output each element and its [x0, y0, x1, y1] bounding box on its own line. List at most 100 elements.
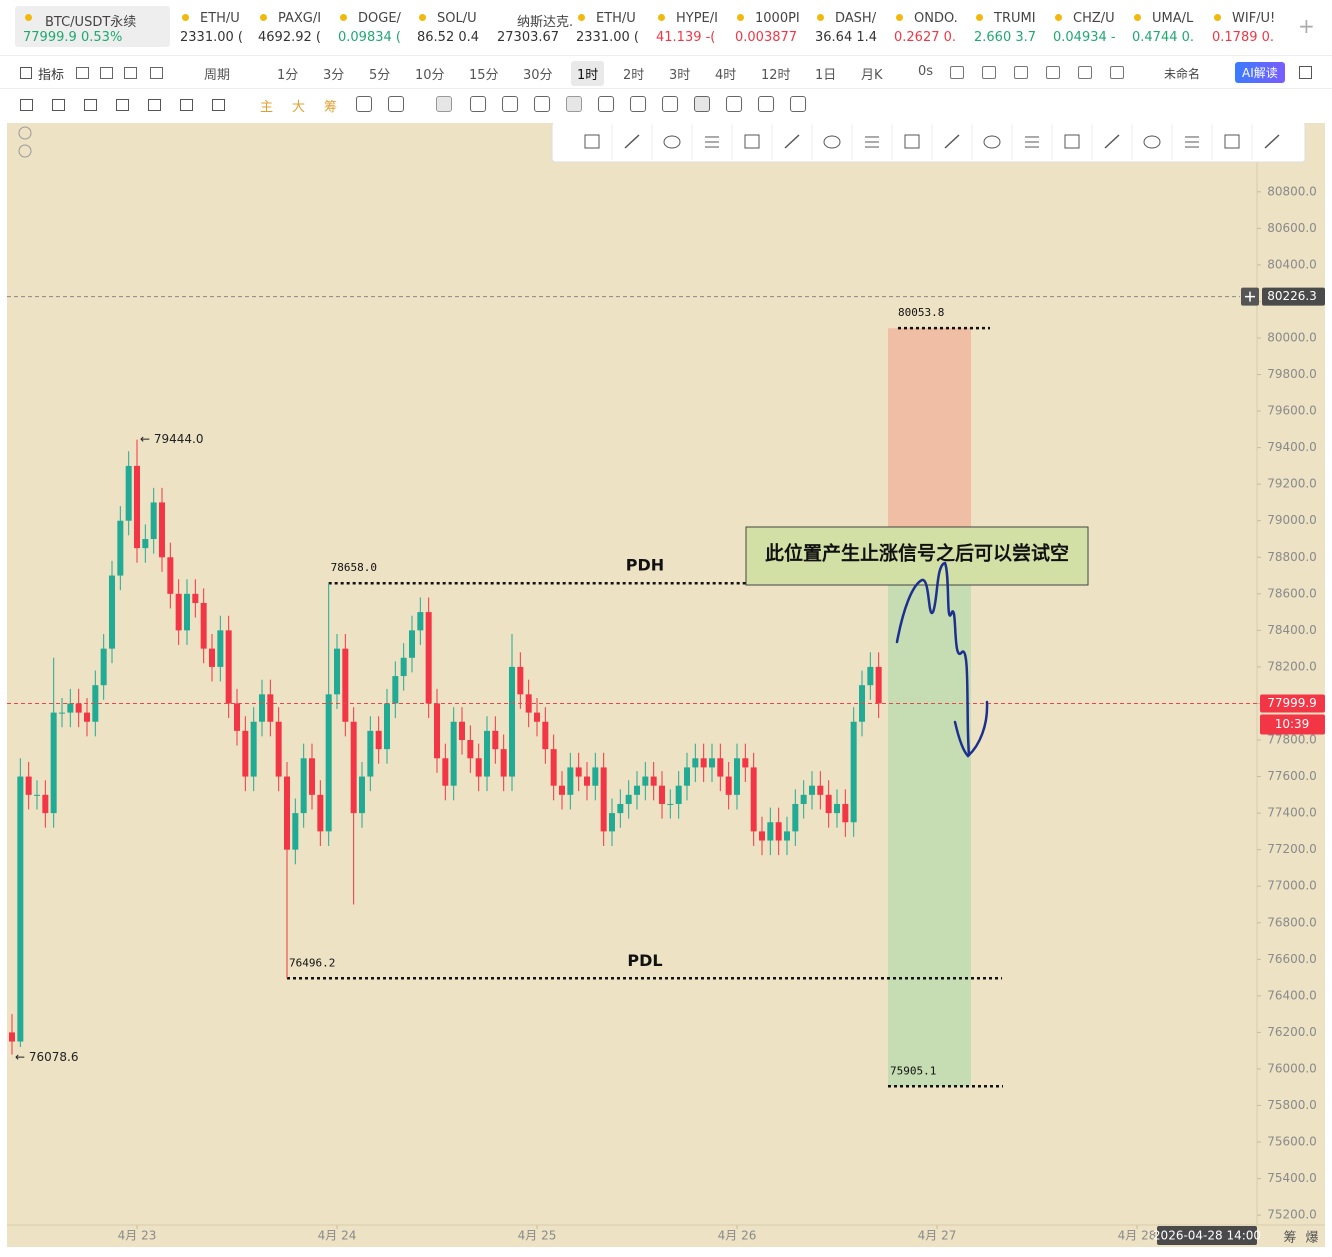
ticker[interactable]: SOL/U 86.52 0.4	[417, 6, 493, 47]
draw-tool[interactable]	[662, 96, 678, 112]
candle-body	[292, 813, 299, 850]
interval-button[interactable]: 1时	[571, 61, 605, 86]
ticker-quote: 41.139 -(	[656, 30, 716, 45]
interval-button[interactable]: 30分	[523, 68, 553, 83]
main-chart-toggle[interactable]: 主	[260, 100, 274, 115]
tool-icon	[983, 135, 1001, 149]
draw-tool[interactable]	[726, 96, 742, 112]
toolbar-icon[interactable]	[124, 67, 137, 79]
interval-button[interactable]: 1分	[277, 68, 299, 83]
toolbar-icon[interactable]	[950, 66, 964, 79]
indicators-button[interactable]: 指标	[38, 68, 65, 83]
layout-name[interactable]: 未命名	[1164, 67, 1201, 81]
draw-tool[interactable]	[502, 96, 518, 112]
interval-button[interactable]: 15分	[469, 68, 499, 83]
add-ticker[interactable]: +	[1298, 14, 1315, 38]
ticker[interactable]: UMA/L 0.4744 0.	[1132, 6, 1208, 47]
draw-tool[interactable]	[436, 96, 452, 112]
ticker-symbol: CHZ/U	[1073, 11, 1115, 26]
ticker[interactable]: WIF/U! 0.1789 0.	[1212, 6, 1288, 47]
interval-button[interactable]: 月K	[861, 68, 883, 83]
candle-body	[250, 721, 257, 777]
interval-button[interactable]: 12时	[761, 68, 791, 83]
ticker[interactable]: CHZ/U 0.04934 -	[1053, 6, 1129, 47]
interval-button[interactable]: 3分	[323, 68, 345, 83]
share-icon[interactable]	[1299, 66, 1312, 79]
toolbar-icon[interactable]	[1014, 66, 1028, 79]
toolbar-icon[interactable]	[1110, 66, 1124, 79]
toolbar-icon[interactable]	[1046, 66, 1060, 79]
draw-tool[interactable]	[566, 96, 582, 112]
period-button[interactable]: 周期	[204, 68, 231, 83]
candle-body	[367, 730, 374, 777]
draw-tool[interactable]	[84, 99, 97, 111]
candle-body	[467, 740, 474, 759]
candle-body	[517, 666, 524, 695]
ticker[interactable]: PAXG/I 4692.92 (	[258, 6, 334, 47]
interval-button[interactable]: 10分	[415, 68, 445, 83]
crosshair-time-label: 2026-04-28 14:00	[1153, 1229, 1261, 1243]
ticker-icon	[817, 14, 824, 21]
toolbar-icon[interactable]	[150, 67, 163, 79]
candle-body	[375, 730, 382, 750]
candle-body	[275, 721, 282, 777]
ticker[interactable]: 1000PI 0.003877	[735, 6, 811, 47]
draw-tool[interactable]	[212, 99, 225, 111]
toolbar-icon[interactable]	[982, 66, 996, 79]
ticker[interactable]: DOGE/0.09834 (	[338, 6, 414, 47]
interval-button[interactable]: 1日	[815, 68, 837, 83]
ticker-quote: 0.003877	[735, 30, 798, 45]
tool-icon	[944, 134, 960, 149]
ticker-symbol: BTC/USDT永续	[45, 15, 137, 30]
ticker[interactable]: ETH/U 2331.00 (	[576, 6, 652, 47]
candle-body	[484, 730, 490, 777]
draw-tool[interactable]	[148, 99, 161, 111]
candle-body	[317, 794, 324, 832]
draw-tool[interactable]	[52, 99, 65, 111]
ticker[interactable]: HYPE/I 41.139 -(	[656, 6, 732, 47]
draw-tool[interactable]	[758, 96, 774, 112]
ticker[interactable]: 纳斯达克...27303.67	[497, 6, 573, 47]
draw-tool[interactable]	[470, 96, 486, 112]
draw-tool[interactable]	[180, 99, 193, 111]
interval-button[interactable]: 5分	[369, 68, 391, 83]
candle-body	[717, 758, 724, 777]
candle-body	[867, 666, 874, 686]
candle-body	[109, 575, 115, 649]
big-order-toggle[interactable]: 大	[292, 100, 306, 115]
ticker[interactable]: TRUMI 2.660 3.7	[974, 6, 1050, 47]
candle-body	[117, 520, 124, 576]
collapse-button[interactable]	[18, 126, 32, 140]
y-tick-label: 76000.0	[1267, 1061, 1317, 1075]
ticker-quote: 36.64 1.4	[815, 30, 878, 45]
draw-tool[interactable]	[790, 96, 806, 112]
chips-toggle[interactable]: 筹	[324, 100, 338, 115]
draw-tool[interactable]	[694, 96, 710, 112]
ticker[interactable]: ETH/U 2331.00 (	[180, 6, 256, 47]
interval-button[interactable]: 4时	[715, 68, 737, 83]
draw-tool[interactable]	[388, 96, 404, 112]
interval-button[interactable]: 3时	[669, 68, 691, 83]
draw-tool[interactable]	[356, 96, 372, 112]
candle-body	[509, 666, 515, 777]
candle-body	[9, 1032, 15, 1042]
draw-tool[interactable]	[598, 96, 614, 112]
ticker[interactable]: BTC/USDT永续 77999.9 0.53%	[15, 6, 170, 47]
draw-tool[interactable]	[20, 99, 33, 111]
toolbar-icon[interactable]	[76, 67, 89, 79]
collapse-button[interactable]	[18, 144, 32, 158]
candle-body	[709, 758, 715, 768]
interval-button[interactable]: 2时	[623, 68, 645, 83]
y-tick-label: 78800.0	[1267, 550, 1317, 564]
candle-body	[792, 803, 799, 832]
ai-button[interactable]: AI解读	[1235, 62, 1285, 83]
toolbar-icon[interactable]	[100, 67, 113, 79]
draw-tool[interactable]	[116, 99, 129, 111]
draw-tool[interactable]	[630, 96, 646, 112]
ticker[interactable]: ONDO. 0.2627 0.	[894, 6, 970, 47]
candle-body	[300, 758, 307, 814]
ticker[interactable]: DASH/36.64 1.4	[815, 6, 891, 47]
draw-tool[interactable]	[534, 96, 550, 112]
toolbar-icon[interactable]	[1078, 66, 1092, 79]
indicator-icon[interactable]	[20, 67, 32, 79]
